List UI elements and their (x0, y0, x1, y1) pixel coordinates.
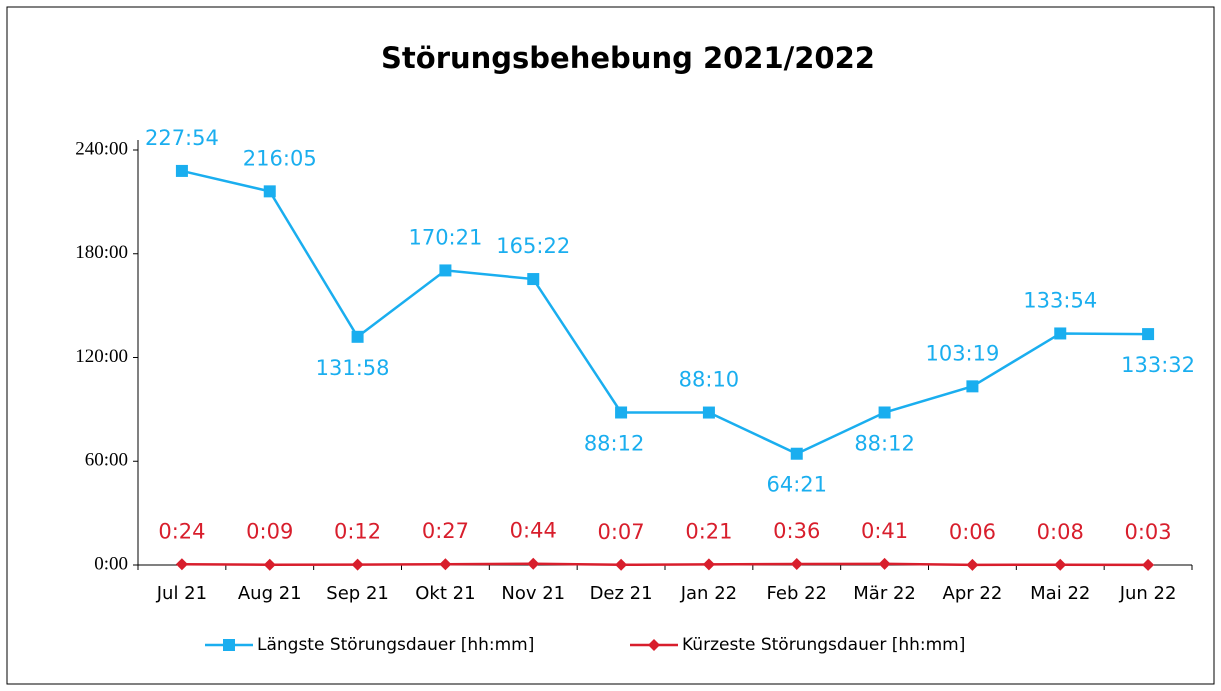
data-label: 0:24 (158, 519, 205, 543)
data-point (351, 558, 364, 571)
data-point (966, 558, 979, 571)
data-label: 0:44 (510, 519, 557, 543)
data-point (351, 330, 364, 343)
data-label: 88:12 (584, 431, 645, 455)
data-label: 0:08 (1037, 520, 1084, 544)
chart-title: Störungsbehebung 2021/2022 (381, 41, 875, 75)
data-point (1054, 558, 1067, 571)
data-point (1142, 558, 1155, 571)
data-point (702, 558, 715, 571)
x-tick-label: Jun 22 (1119, 583, 1177, 604)
data-label: 0:09 (246, 520, 293, 544)
x-tick-label: Apr 22 (943, 583, 1003, 604)
data-point (175, 558, 188, 571)
data-label: 0:27 (422, 519, 469, 543)
data-point (263, 558, 276, 571)
x-tick-label: Jul 21 (156, 583, 207, 604)
data-point (175, 164, 188, 177)
data-point (878, 406, 891, 419)
series-line (181, 169, 1149, 456)
data-label: 88:10 (679, 368, 740, 392)
y-tick-label: 180:00 (75, 242, 128, 263)
x-tick-label: Sep 21 (326, 583, 389, 604)
y-tick-label: 240:00 (75, 138, 128, 159)
x-tick-label: Mär 22 (853, 583, 916, 604)
data-point (223, 639, 235, 651)
data-point (648, 639, 660, 651)
data-point (615, 406, 628, 419)
data-point (439, 558, 452, 571)
x-tick-label: Okt 21 (415, 583, 475, 604)
data-label: 103:19 (925, 341, 999, 365)
data-label: 0:07 (597, 520, 644, 544)
data-label: 216:05 (243, 146, 317, 170)
data-point (1142, 328, 1155, 341)
data-label: 0:03 (1124, 520, 1171, 544)
data-label: 165:22 (496, 234, 570, 258)
data-point (790, 557, 803, 570)
data-label: 0:21 (685, 519, 732, 543)
data-point (702, 406, 715, 419)
legend-label: Längste Störungsdauer [hh:mm] (257, 635, 534, 655)
data-label: 64:21 (766, 473, 827, 497)
chart-frame (6, 6, 1215, 685)
data-label: 133:32 (1121, 353, 1195, 377)
data-label: 0:06 (949, 520, 996, 544)
x-tick-label: Nov 21 (501, 583, 565, 604)
data-label: 170:21 (408, 225, 482, 249)
data-point (263, 185, 276, 198)
x-tick-label: Jan 22 (680, 583, 737, 604)
x-tick-label: Aug 21 (238, 583, 302, 604)
data-label: 0:36 (773, 519, 820, 543)
data-point (790, 447, 803, 460)
y-tick-label: 0:00 (94, 553, 128, 574)
legend-label: Kürzeste Störungsdauer [hh:mm] (682, 635, 965, 655)
data-label: 0:41 (861, 519, 908, 543)
data-label: 88:12 (854, 431, 915, 455)
data-point (878, 557, 891, 570)
y-tick-label: 60:00 (85, 450, 128, 471)
data-point (1054, 327, 1067, 340)
data-label: 131:58 (316, 356, 390, 380)
y-tick-label: 120:00 (75, 346, 128, 367)
data-label: 0:12 (334, 520, 381, 544)
x-tick-label: Dez 21 (590, 583, 653, 604)
data-point (439, 264, 452, 277)
x-tick-label: Feb 22 (767, 583, 828, 604)
series-line (181, 562, 1149, 567)
data-point (966, 380, 979, 393)
data-point (615, 558, 628, 571)
x-tick-label: Mai 22 (1030, 583, 1090, 604)
data-point (527, 273, 540, 286)
data-label: 227:54 (145, 126, 219, 150)
data-point (527, 557, 540, 570)
data-label: 133:54 (1023, 288, 1097, 312)
